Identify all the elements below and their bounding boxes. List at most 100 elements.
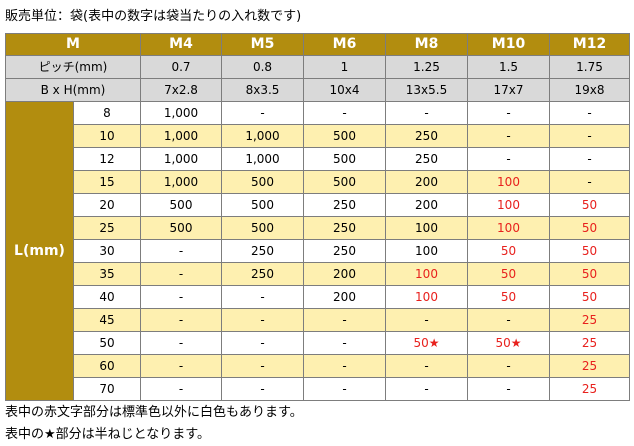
quantity-cell: - (385, 308, 468, 332)
length-row: 20 500 500 250 200 100 50 (6, 193, 630, 217)
length-value: 60 (73, 354, 141, 378)
quantity-cell: - (385, 354, 468, 378)
quantity-cell: - (221, 101, 304, 125)
quantity-cell: - (221, 308, 304, 332)
length-value: 12 (73, 147, 141, 171)
pitch-value: 1.5 (467, 55, 550, 79)
quantity-cell: 250 (221, 262, 304, 286)
quantity-cell: - (303, 354, 386, 378)
quantity-cell: - (303, 101, 386, 125)
quantity-cell: - (140, 354, 222, 378)
quantity-cell: - (549, 101, 630, 125)
bxh-row: B x H(mm) 7x2.8 8x3.5 10x4 13x5.5 17x7 1… (5, 78, 630, 102)
quantity-cell: 500 (303, 147, 386, 171)
quantity-cell: - (221, 377, 304, 401)
quantity-cell: 50★ (467, 331, 550, 355)
quantity-cell: 100 (385, 285, 468, 309)
length-value: 10 (73, 124, 141, 148)
size-quantity-table: M M4 M5 M6 M8 M10 M12 ピッチ(mm) 0.7 0.8 1 … (5, 33, 630, 401)
quantity-cell: - (549, 170, 630, 194)
bxh-value: 8x3.5 (221, 78, 304, 102)
quantity-cell: - (221, 354, 304, 378)
quantity-cell: 50 (549, 262, 630, 286)
quantity-cell: 50 (467, 285, 550, 309)
length-row: 45- - - - -25 (6, 308, 630, 332)
quantity-cell: 1,000 (140, 147, 222, 171)
quantity-cell: 250 (303, 193, 386, 217)
length-axis-label: L(mm) (5, 101, 74, 401)
bxh-value: 17x7 (467, 78, 550, 102)
quantity-cell: 50 (549, 216, 630, 240)
quantity-cell: - (140, 285, 222, 309)
quantity-cell: 500 (221, 193, 304, 217)
quantity-cell: 200 (303, 262, 386, 286)
sales-unit-caption: 販売単位：袋(表中の数字は袋当たりの入れ数です) (5, 9, 302, 24)
quantity-cell: 200 (385, 193, 468, 217)
length-value: 15 (73, 170, 141, 194)
quantity-cell: 500 (221, 170, 304, 194)
pitch-value: 1.25 (385, 55, 468, 79)
length-value: 25 (73, 216, 141, 240)
quantity-cell: 1,000 (221, 124, 304, 148)
quantity-cell: 50 (467, 262, 550, 286)
quantity-cell: - (140, 377, 222, 401)
bxh-label: B x H(mm) (5, 78, 141, 102)
quantity-cell: 50 (549, 193, 630, 217)
size-header-m12: M12 (549, 33, 630, 56)
m-header: M (5, 33, 141, 56)
quantity-cell: - (467, 354, 550, 378)
quantity-cell: 250 (385, 147, 468, 171)
pitch-label: ピッチ(mm) (5, 55, 141, 79)
quantity-cell: - (303, 377, 386, 401)
quantity-cell: - (549, 124, 630, 148)
quantity-cell: 500 (221, 216, 304, 240)
quantity-cell: - (140, 331, 222, 355)
quantity-cell: 250 (385, 124, 468, 148)
quantity-cell: 1,000 (221, 147, 304, 171)
quantity-cell: - (467, 308, 550, 332)
quantity-cell: 200 (385, 170, 468, 194)
length-row: 15 1,000 500 500 200 100- (6, 170, 630, 194)
quantity-cell: 250 (303, 239, 386, 263)
pitch-value: 1 (303, 55, 386, 79)
quantity-cell: - (467, 147, 550, 171)
bxh-value: 13x5.5 (385, 78, 468, 102)
length-value: 50 (73, 331, 141, 355)
quantity-cell: - (303, 308, 386, 332)
bxh-value: 10x4 (303, 78, 386, 102)
pitch-value: 1.75 (549, 55, 630, 79)
quantity-cell: 1,000 (140, 101, 222, 125)
length-value: 40 (73, 285, 141, 309)
quantity-cell: 50 (549, 285, 630, 309)
length-row: 25 500 500 250 100 100 50 (6, 216, 630, 240)
size-header-m8: M8 (385, 33, 468, 56)
pitch-value: 0.7 (140, 55, 222, 79)
length-value: 45 (73, 308, 141, 332)
note-red-text: 表中の赤文字部分は標準色以外に白色もあります。 (5, 405, 303, 420)
quantity-cell: 50★ (385, 331, 468, 355)
quantity-cell: 1,000 (140, 170, 222, 194)
quantity-cell: - (221, 285, 304, 309)
size-header-m10: M10 (467, 33, 550, 56)
note-star: 表中の★部分は半ねじとなります。 (5, 427, 210, 442)
length-row: 12 1,000 1,000 500 250- - (6, 147, 630, 171)
quantity-cell: - (467, 377, 550, 401)
size-header-m4: M4 (140, 33, 222, 56)
length-value: 8 (73, 101, 141, 125)
quantity-cell: 200 (303, 285, 386, 309)
quantity-cell: - (385, 101, 468, 125)
quantity-cell: 100 (467, 170, 550, 194)
length-row: 35-250 200 100 50 50 (6, 262, 630, 286)
quantity-cell: - (221, 331, 304, 355)
length-row: L(mm) 8 1,000- - - - - (5, 101, 630, 401)
quantity-cell: - (140, 262, 222, 286)
length-row: 10 1,000 1,000 500 250- - (6, 124, 630, 148)
quantity-cell: - (467, 124, 550, 148)
length-row: 40- -200 100 50 50 (6, 285, 630, 309)
quantity-cell: - (385, 377, 468, 401)
quantity-cell: 100 (385, 216, 468, 240)
quantity-cell: - (140, 239, 222, 263)
length-value: 20 (73, 193, 141, 217)
quantity-cell: 100 (467, 193, 550, 217)
